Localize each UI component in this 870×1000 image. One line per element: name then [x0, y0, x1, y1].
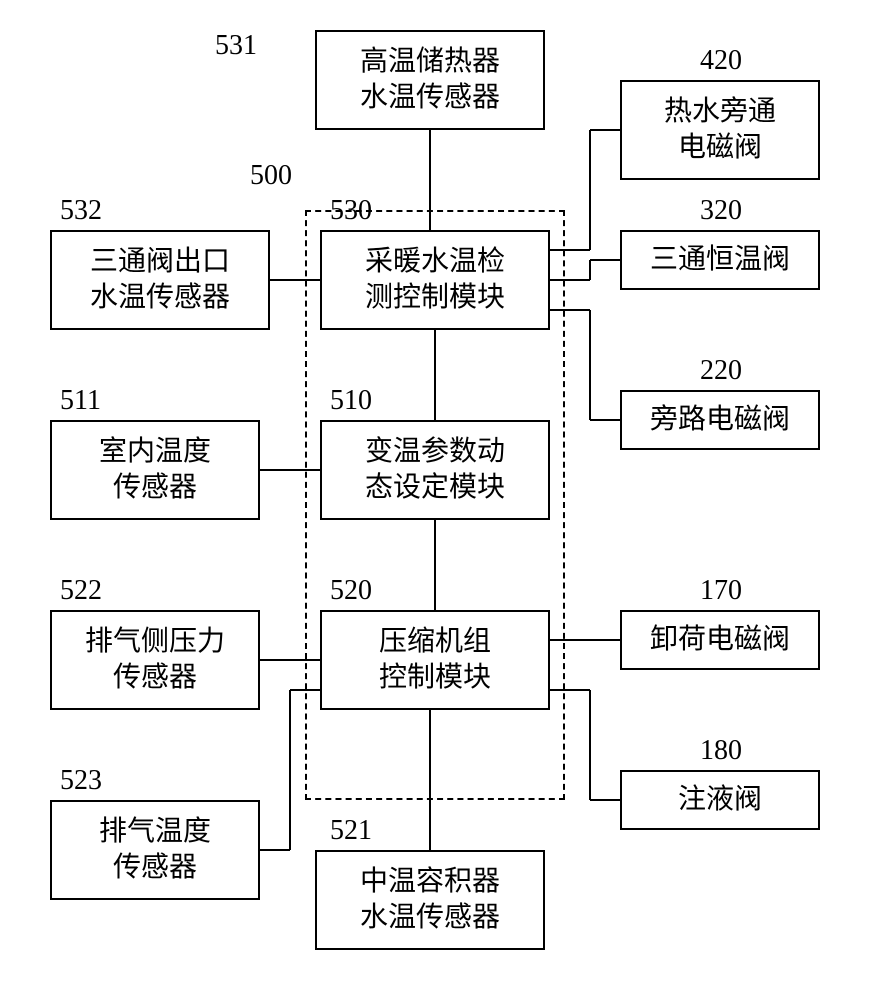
ref-523: 523 [60, 765, 102, 797]
box-three-way-outlet-sensor: 三通阀出口 水温传感器 [50, 230, 270, 330]
box-line: 控制模块 [379, 660, 491, 696]
box-line: 电磁阀 [678, 130, 762, 166]
box-line: 热水旁通 [664, 94, 776, 130]
box-line: 室内温度 [99, 434, 211, 470]
diagram-canvas: 高温储热器 水温传感器 热水旁通 电磁阀 三通阀出口 水温传感器 采暖水温检 测… [0, 0, 870, 1000]
box-line: 传感器 [113, 850, 197, 886]
box-line: 排气温度 [99, 814, 211, 850]
ref-180: 180 [700, 735, 742, 767]
box-line: 变温参数动 [365, 434, 505, 470]
box-line: 态设定模块 [365, 470, 505, 506]
box-line: 三通阀出口 [90, 244, 230, 280]
box-line: 三通恒温阀 [650, 242, 790, 278]
box-exhaust-pressure-sensor: 排气侧压力 传感器 [50, 610, 260, 710]
box-line: 注液阀 [678, 782, 762, 818]
ref-320: 320 [700, 195, 742, 227]
box-line: 采暖水温检 [365, 244, 505, 280]
box-line: 高温储热器 [360, 44, 500, 80]
box-heating-water-temp-control-module: 采暖水温检 测控制模块 [320, 230, 550, 330]
box-line: 压缩机组 [379, 624, 491, 660]
ref-520: 520 [330, 575, 372, 607]
box-line: 中温容积器 [360, 864, 500, 900]
box-unloading-solenoid-valve: 卸荷电磁阀 [620, 610, 820, 670]
box-indoor-temp-sensor: 室内温度 传感器 [50, 420, 260, 520]
ref-420: 420 [700, 45, 742, 77]
ref-521: 521 [330, 815, 372, 847]
ref-510: 510 [330, 385, 372, 417]
box-hot-water-bypass-valve: 热水旁通 电磁阀 [620, 80, 820, 180]
ref-220: 220 [700, 355, 742, 387]
box-line: 旁路电磁阀 [650, 402, 790, 438]
box-variable-temp-param-module: 变温参数动 态设定模块 [320, 420, 550, 520]
ref-531: 531 [215, 30, 257, 62]
box-line: 卸荷电磁阀 [650, 622, 790, 658]
box-compressor-unit-control-module: 压缩机组 控制模块 [320, 610, 550, 710]
ref-522: 522 [60, 575, 102, 607]
box-exhaust-temp-sensor: 排气温度 传感器 [50, 800, 260, 900]
box-bypass-solenoid-valve: 旁路电磁阀 [620, 390, 820, 450]
ref-530: 530 [330, 195, 372, 227]
box-line: 传感器 [113, 660, 197, 696]
ref-170: 170 [700, 575, 742, 607]
ref-532: 532 [60, 195, 102, 227]
ref-500: 500 [250, 160, 292, 192]
box-line: 水温传感器 [360, 80, 500, 116]
box-line: 测控制模块 [365, 280, 505, 316]
box-high-temp-storage-sensor: 高温储热器 水温传感器 [315, 30, 545, 130]
box-line: 水温传感器 [90, 280, 230, 316]
box-line: 水温传感器 [360, 900, 500, 936]
ref-511: 511 [60, 385, 101, 417]
box-line: 排气侧压力 [85, 624, 225, 660]
box-liquid-injection-valve: 注液阀 [620, 770, 820, 830]
box-line: 传感器 [113, 470, 197, 506]
box-mid-temp-volumetric-sensor: 中温容积器 水温传感器 [315, 850, 545, 950]
box-three-way-thermostat-valve: 三通恒温阀 [620, 230, 820, 290]
